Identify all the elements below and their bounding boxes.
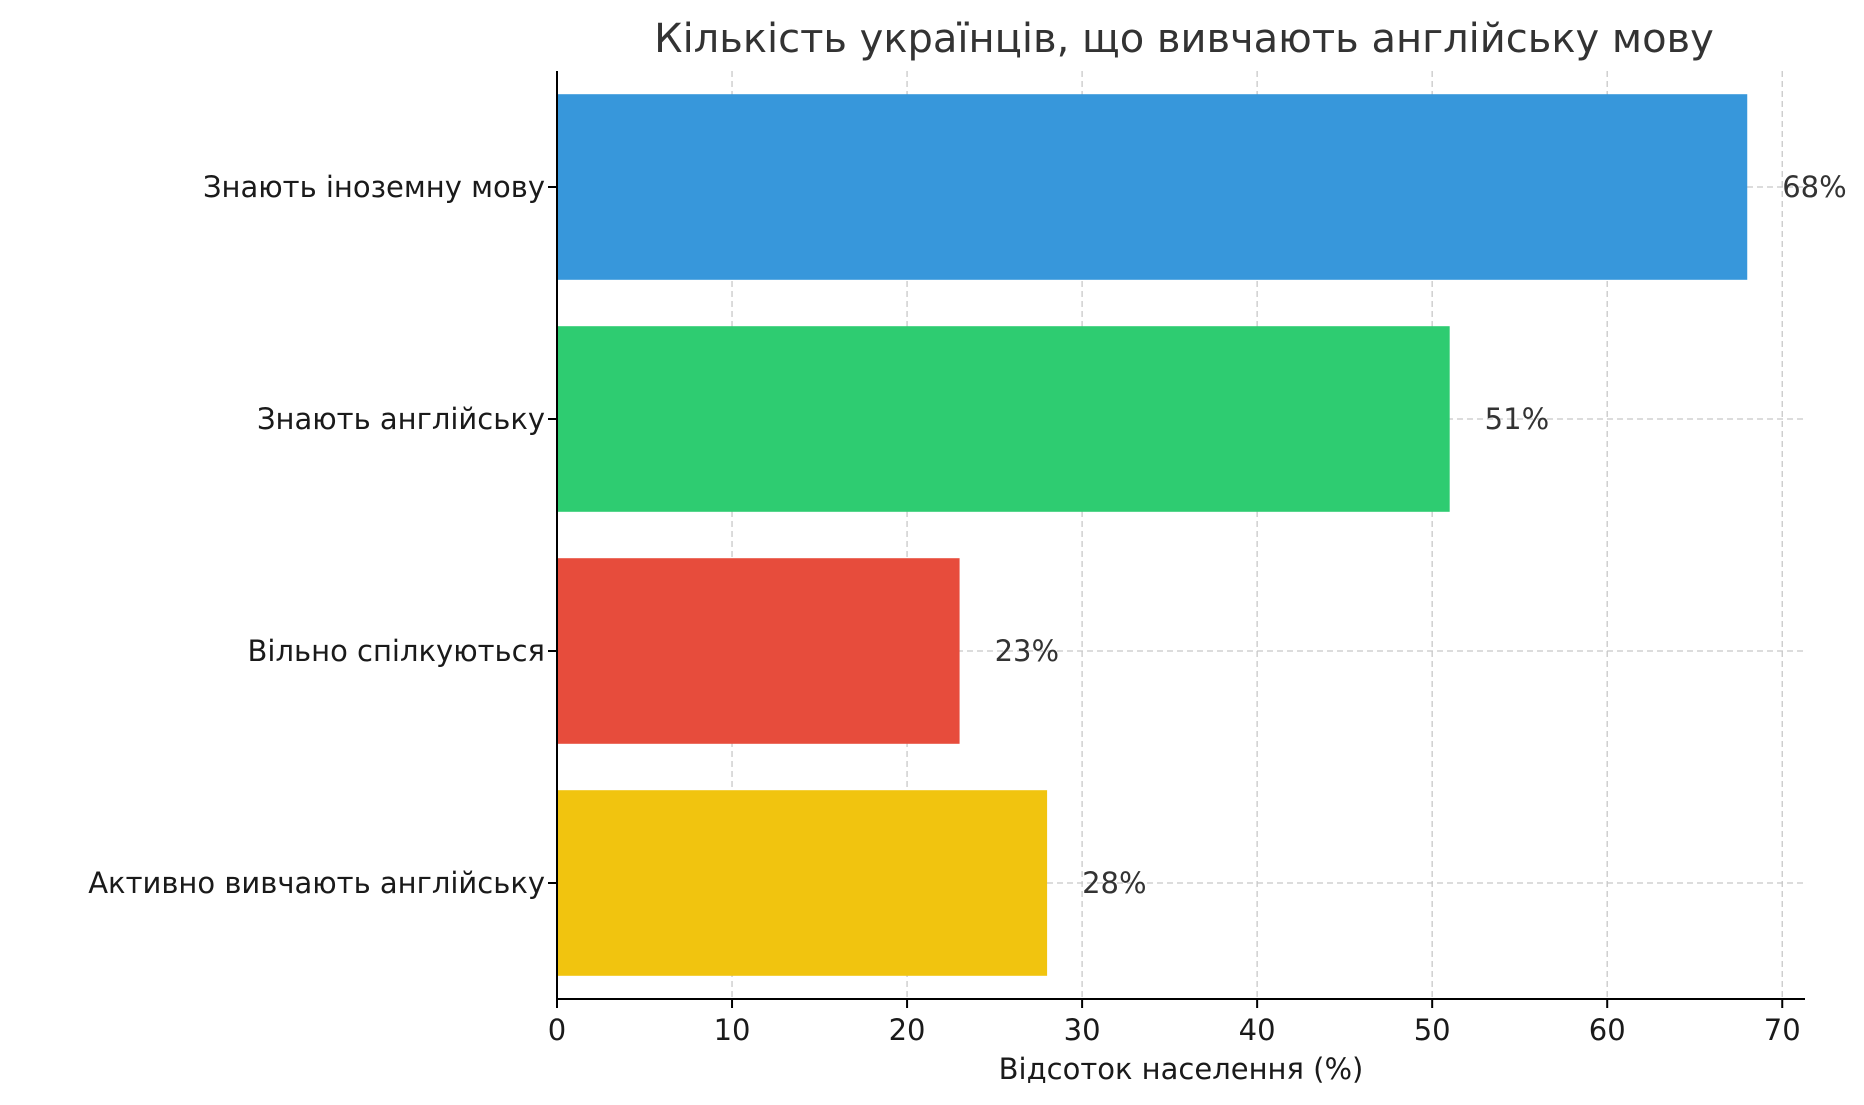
x-tick-label: 30 xyxy=(1064,1013,1101,1047)
bar-value-label: 23% xyxy=(995,634,1059,668)
category-label: Активно вивчають англійську xyxy=(88,866,545,900)
bar xyxy=(557,790,1048,976)
x-tick-label: 0 xyxy=(548,1013,566,1047)
bar xyxy=(557,558,960,744)
bar xyxy=(557,326,1450,512)
category-label: Вільно спілкуються xyxy=(248,634,545,668)
chart-title: Кількість українців, що вивчають англійс… xyxy=(654,16,1714,62)
category-label: Знають іноземну мову xyxy=(203,170,545,204)
bar-value-label: 68% xyxy=(1782,170,1846,204)
x-tick-label: 40 xyxy=(1239,1013,1276,1047)
x-tick-label: 60 xyxy=(1589,1013,1626,1047)
x-axis-ticks: 0 10 20 30 40 50 60 70 xyxy=(548,186,1801,1047)
data-labels: 68% 51% 23% 28% xyxy=(995,170,1847,900)
bars xyxy=(557,94,1748,976)
bar-value-label: 28% xyxy=(1082,866,1146,900)
category-labels: Знають іноземну мову Знають англійську Віл… xyxy=(88,170,545,900)
category-label: Знають англійську xyxy=(257,402,545,436)
x-tick-label: 50 xyxy=(1414,1013,1451,1047)
x-tick-label: 70 xyxy=(1764,1013,1801,1047)
x-tick-label: 10 xyxy=(714,1013,751,1047)
x-tick-label: 20 xyxy=(889,1013,926,1047)
bar xyxy=(557,94,1748,280)
bar-value-label: 51% xyxy=(1485,402,1549,436)
x-axis-title: Відсоток населення (%) xyxy=(999,1052,1364,1086)
